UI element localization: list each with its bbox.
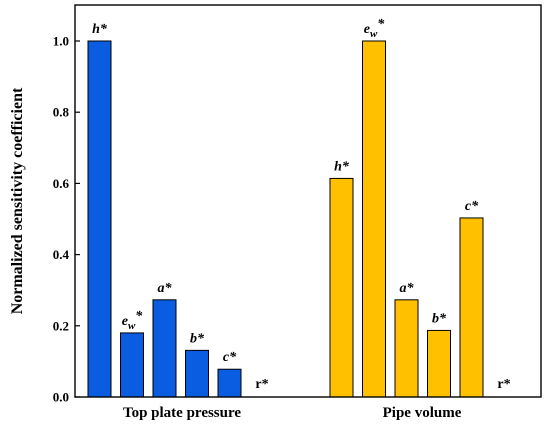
bar [185,349,209,398]
bar-data-label: h* [92,22,108,37]
bar-data-label: a* [158,281,173,296]
y-tick-label: 0.0 [53,390,69,405]
bar-data-label: a* [400,281,415,296]
group-label: Top plate pressure [123,405,241,421]
bars-layer [87,40,484,398]
bar-data-label: c* [223,350,237,365]
axes-layer [74,4,542,398]
bar [427,329,451,398]
y-tick-label: 0.8 [53,105,70,120]
bar [394,299,419,398]
bar [87,40,112,398]
y-tick-label: 0.2 [53,318,69,333]
y-tick-label: 1.0 [53,34,69,49]
bar-data-label: ew* [364,17,386,40]
y-ticks-layer: 0.0 0.2 0.4 0.6 0.8 1.0 [53,34,80,405]
bar-data-label: h* [334,159,350,174]
bar-data-label: r* [255,377,268,392]
bar-data-label: r* [497,377,510,392]
bar [329,177,354,398]
y-axis-label: Normalized sensitivity coefficient [9,87,26,314]
data-labels-layer: h* ew* a* b* c* r* h* ew* a* b* c* r* [92,17,511,392]
bar [120,332,144,398]
y-tick-label: 0.6 [53,176,70,191]
bar-data-label: b* [190,331,205,346]
bar-data-label: ew* [122,309,144,332]
group-labels-layer: Top plate pressure Pipe volume [123,405,462,421]
bar [362,40,386,398]
bar [217,368,242,398]
y-tick-label: 0.4 [53,247,70,262]
bar-data-label: c* [465,199,479,214]
bar-data-label: b* [432,311,447,326]
group-label: Pipe volume [383,405,462,421]
bar [459,217,484,398]
bar [152,299,177,398]
plot-frame [74,4,542,398]
